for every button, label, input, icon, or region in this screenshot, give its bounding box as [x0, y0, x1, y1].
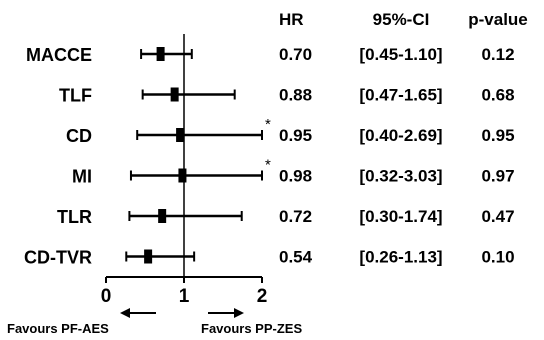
hr-point-marker — [156, 47, 165, 61]
row-tlr: TLR 0.72 [0.30-1.74] 0.47 — [57, 207, 515, 227]
plot-rows: MACCE 0.70 [0.45-1.10] 0.12 TLF 0.88 [0.47-1.6… — [24, 34, 515, 277]
p-value: 0.97 — [481, 167, 514, 186]
row-label: CD-TVR — [24, 248, 92, 268]
x-tick-label: 2 — [257, 286, 268, 307]
row-label: TLF — [59, 86, 92, 106]
row-cd: CD * 0.95 [0.40-2.69] 0.95 — [66, 116, 515, 146]
hr-value: 0.70 — [279, 45, 312, 64]
header-ci: 95%-CI — [373, 10, 430, 29]
p-value: 0.47 — [481, 207, 514, 226]
ci-value: [0.47-1.65] — [359, 86, 442, 105]
hr-value: 0.54 — [279, 248, 313, 267]
row-tlf: TLF 0.88 [0.47-1.65] 0.68 — [59, 86, 515, 106]
row-label: TLR — [57, 207, 92, 227]
p-value: 0.12 — [481, 45, 514, 64]
header-hr: HR — [279, 10, 304, 29]
ci-value: [0.45-1.10] — [359, 45, 442, 64]
truncated-marker: * — [265, 116, 271, 133]
x-tick-label: 1 — [179, 286, 190, 307]
x-axis: 0 1 2 Favours PF-AES Favours PP-ZES — [7, 276, 302, 336]
hr-point-marker — [176, 128, 185, 142]
hr-point-marker — [144, 249, 153, 264]
p-value: 0.10 — [481, 248, 514, 267]
row-label: MACCE — [26, 45, 92, 65]
row-macce: MACCE 0.70 [0.45-1.10] 0.12 — [26, 45, 515, 65]
hr-value: 0.88 — [279, 86, 312, 105]
right-arrow-icon — [208, 308, 244, 318]
favours-left-label: Favours PF-AES — [7, 321, 109, 336]
x-tick-label: 0 — [101, 286, 112, 307]
hr-value: 0.98 — [279, 167, 312, 186]
p-value: 0.95 — [481, 126, 514, 145]
ci-value: [0.26-1.13] — [359, 248, 442, 267]
ci-value: [0.32-3.03] — [359, 167, 442, 186]
left-arrow-icon — [120, 308, 156, 318]
hr-point-marker — [158, 209, 167, 223]
hr-value: 0.95 — [279, 126, 312, 145]
hr-value: 0.72 — [279, 207, 312, 226]
truncated-marker: * — [265, 157, 271, 174]
row-label: CD — [66, 126, 92, 146]
row-mi: MI * 0.98 [0.32-3.03] 0.97 — [72, 157, 515, 187]
row-label: MI — [72, 167, 92, 187]
row-cd-tvr: CD-TVR 0.54 [0.26-1.13] 0.10 — [24, 248, 515, 268]
ci-value: [0.30-1.74] — [359, 207, 442, 226]
favours-right-label: Favours PP-ZES — [201, 321, 302, 336]
header-p-value: p-value — [468, 10, 528, 29]
hr-point-marker — [170, 87, 179, 102]
hr-point-marker — [178, 168, 187, 183]
p-value: 0.68 — [481, 86, 514, 105]
ci-value: [0.40-2.69] — [359, 126, 442, 145]
